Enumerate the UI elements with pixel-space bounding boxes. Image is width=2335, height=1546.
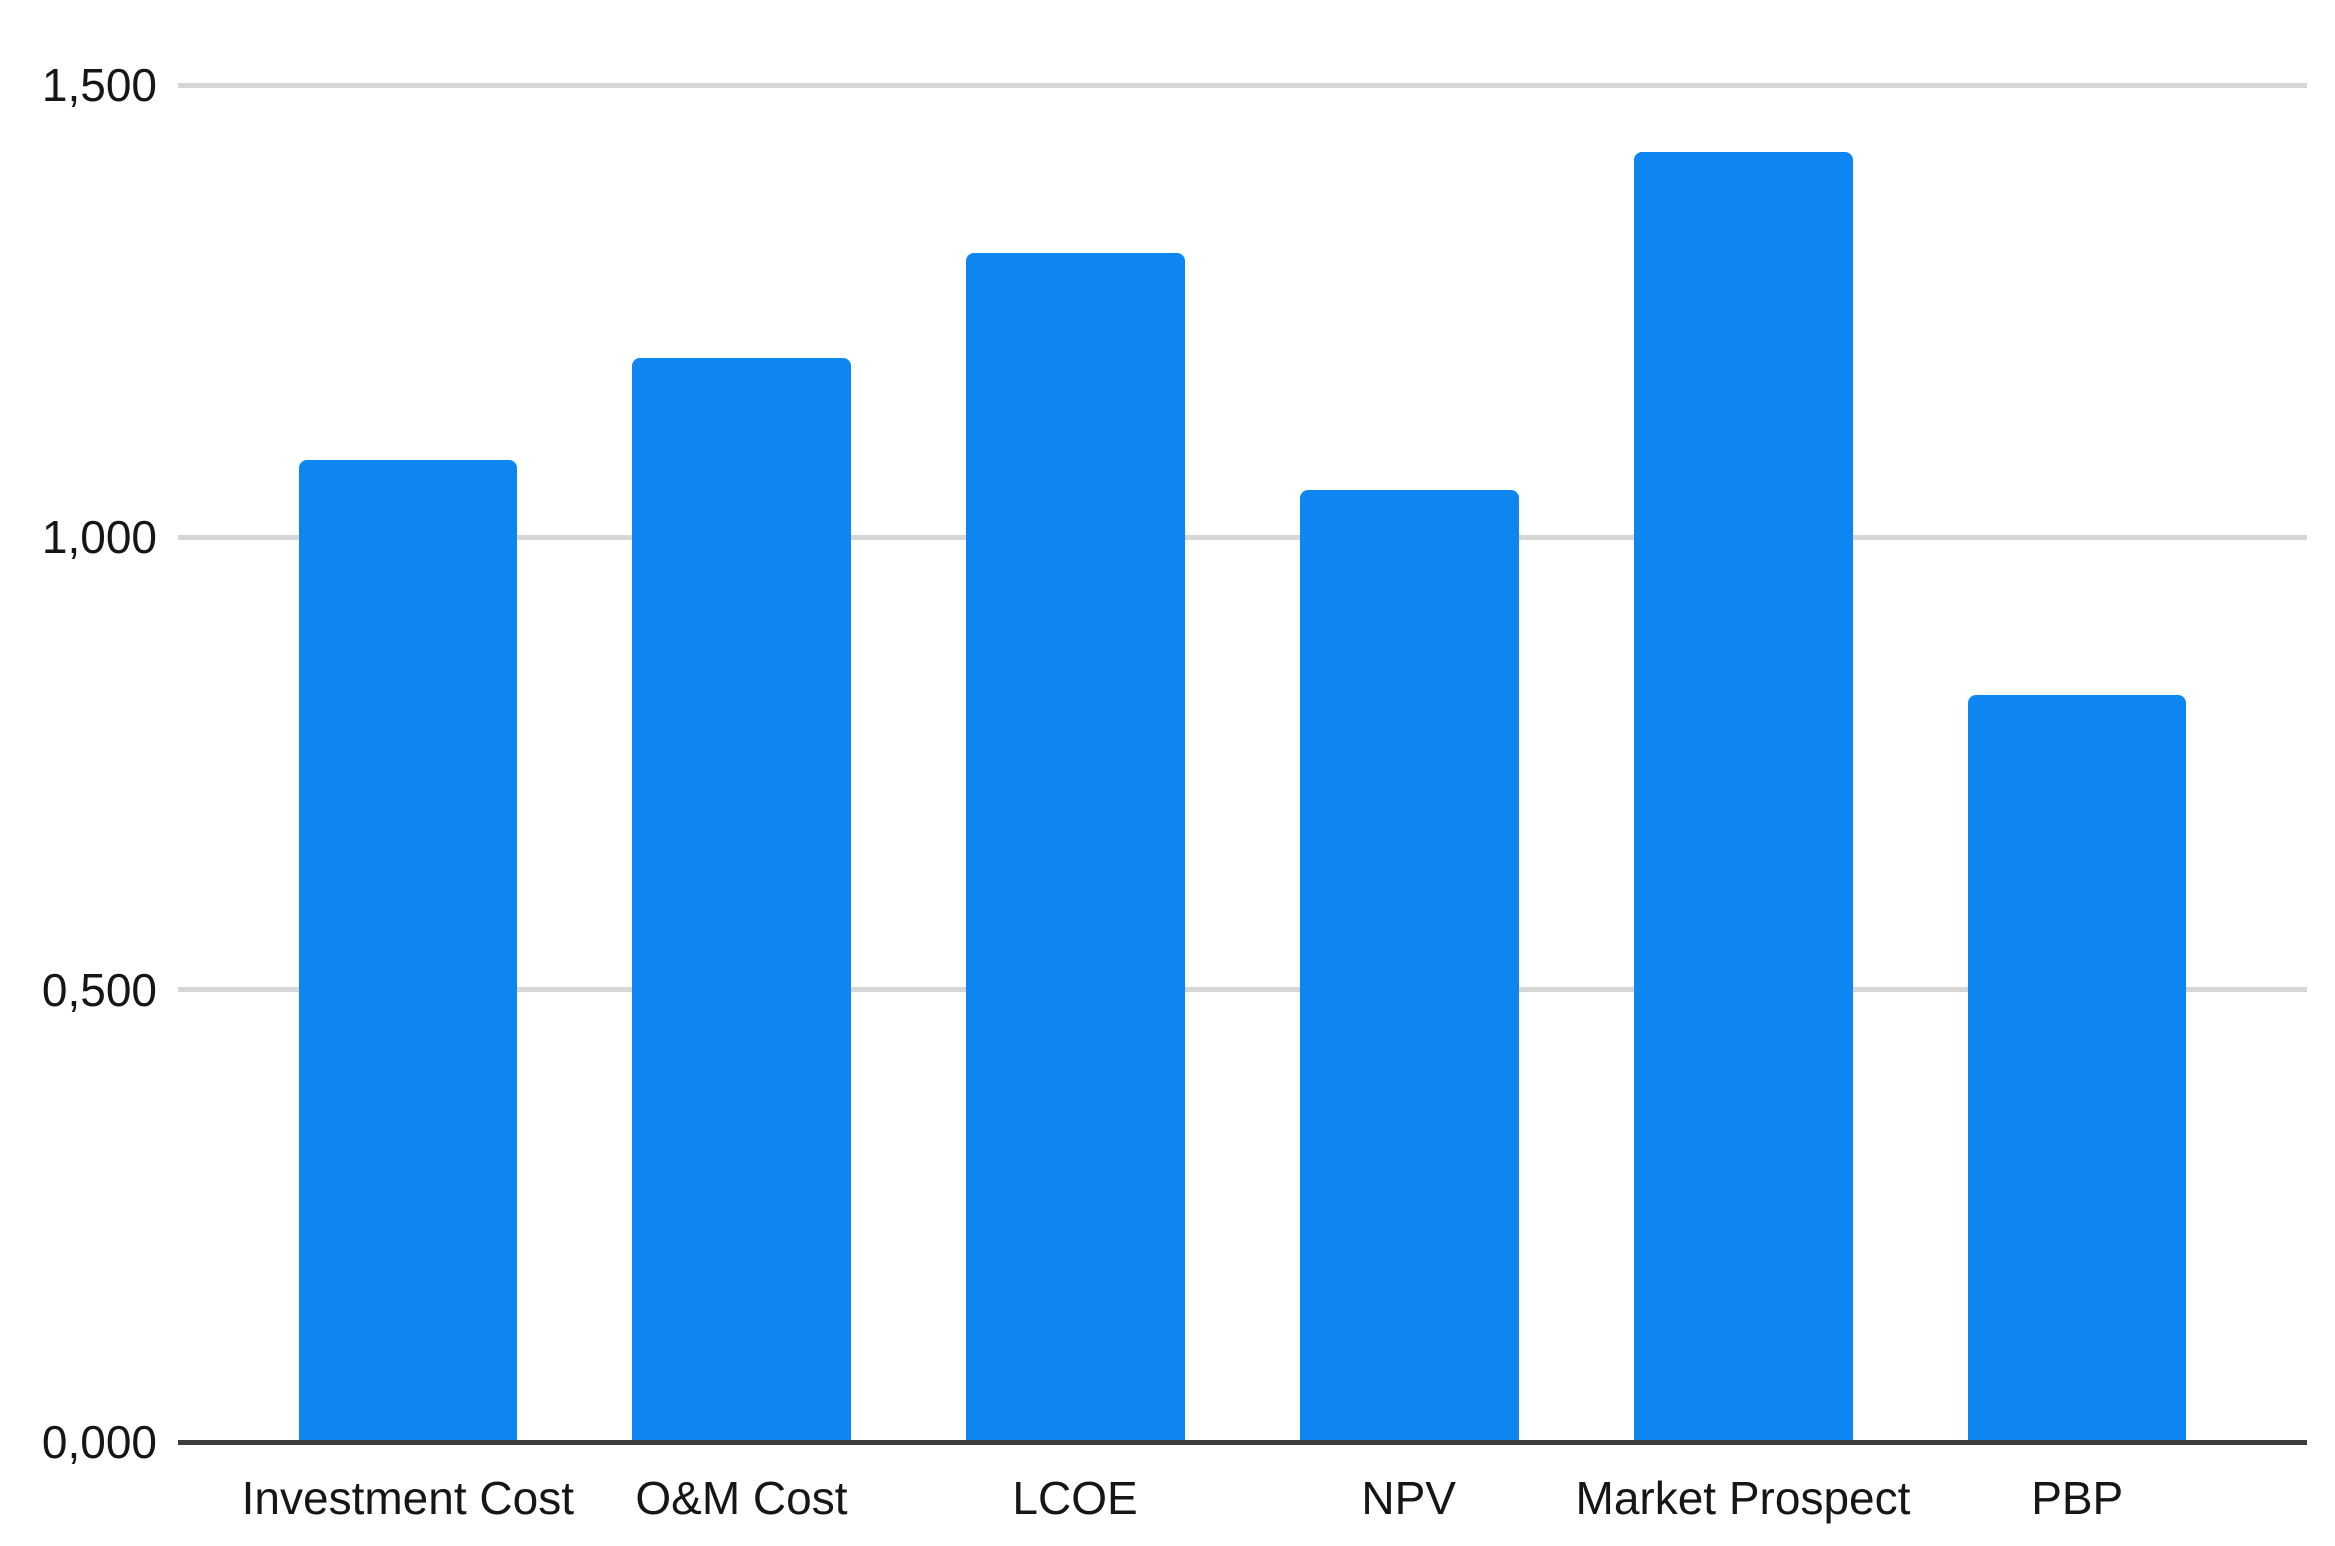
bar-lcoe (966, 253, 1185, 1442)
y-axis-tick-label: 0,500 (41, 963, 157, 1016)
x-axis-label: PBP (2031, 1472, 2124, 1524)
bar-pbp (1967, 694, 2187, 1442)
x-axis-label: NPV (1361, 1472, 1456, 1524)
y-axis-tick-label: 1,500 (41, 59, 157, 111)
bar-market-prospect (1633, 151, 1853, 1442)
bar-band (241, 0, 575, 1442)
bar-band (1910, 0, 2244, 1442)
bar-npv (1300, 490, 1519, 1442)
x-axis-line (178, 1439, 2307, 1445)
bar-o-m-cost (632, 358, 852, 1442)
x-axis-labels: Investment Cost O&M Cost LCOE NPV Market Pro… (241, 1470, 2244, 1528)
bar-band (909, 0, 1243, 1442)
x-axis-label: Market Prospect (1575, 1472, 1911, 1524)
gridline (178, 82, 2307, 88)
x-axis-label: O&M Cost (635, 1472, 848, 1524)
x-axis-label: LCOE (1012, 1472, 1138, 1524)
bar-investment-cost (298, 459, 518, 1442)
gridline (178, 987, 2307, 993)
bar-band (575, 0, 909, 1442)
bar-band (1242, 0, 1576, 1442)
y-axis-tick-label: 0,000 (41, 1416, 157, 1468)
bars-layer (241, 0, 2244, 1442)
gridline (178, 534, 2307, 540)
y-axis: 0,000 0,500 1,000 1,500 (0, 0, 157, 1546)
bar-band (1576, 0, 1910, 1442)
y-axis-tick-label: 1,000 (41, 511, 157, 564)
x-axis-label: Investment Cost (241, 1472, 574, 1524)
